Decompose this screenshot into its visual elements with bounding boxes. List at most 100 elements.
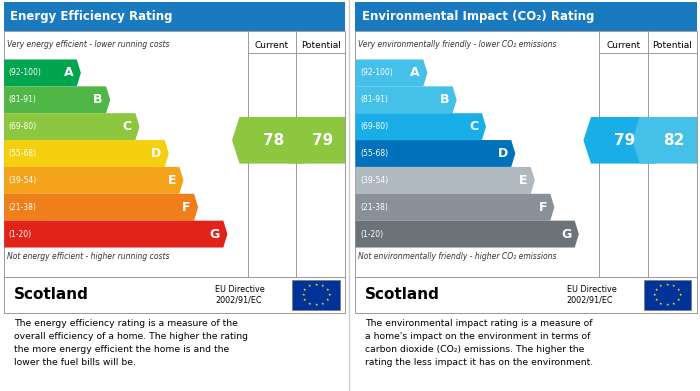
Point [244,275,252,280]
Text: ★: ★ [308,301,312,305]
Bar [4,32,345,277]
Polygon shape [232,117,304,163]
Text: ★: ★ [652,293,656,297]
Polygon shape [4,59,81,86]
Point [595,29,603,34]
Text: 79: 79 [312,133,333,148]
Polygon shape [281,117,353,163]
Bar [643,280,692,310]
Text: ★: ★ [679,293,682,297]
Polygon shape [356,194,554,221]
Polygon shape [4,140,169,167]
Text: (1-20): (1-20) [8,230,32,239]
Text: (55-68): (55-68) [8,149,36,158]
Polygon shape [583,117,656,163]
Text: ★: ★ [659,301,663,305]
Text: Potential: Potential [652,41,692,50]
Point [292,275,300,280]
Text: ★: ★ [677,288,680,292]
Text: A: A [410,66,420,79]
Polygon shape [632,117,700,163]
Text: (81-91): (81-91) [8,95,36,104]
Text: ★: ★ [314,303,318,307]
Polygon shape [356,59,428,86]
Text: (92-100): (92-100) [360,68,393,77]
Text: D: D [498,147,508,160]
Text: Scotland: Scotland [14,287,89,302]
Text: ★: ★ [326,298,329,302]
Text: C: C [123,120,132,133]
Text: Current: Current [255,41,289,50]
Point [292,29,300,34]
Point [244,50,252,55]
Text: 78: 78 [263,133,284,148]
Point [244,29,252,34]
Text: Environmental Impact (CO₂) Rating: Environmental Impact (CO₂) Rating [362,10,594,23]
Text: ★: ★ [654,298,658,302]
Text: (69-80): (69-80) [8,122,36,131]
Text: B: B [440,93,449,106]
Text: ★: ★ [328,293,331,297]
Text: ★: ★ [666,283,669,287]
Text: ★: ★ [321,301,324,305]
Text: ★: ★ [654,288,658,292]
Point [595,275,603,280]
Polygon shape [4,221,228,248]
Text: B: B [93,93,103,106]
Text: ★: ★ [666,303,669,307]
Polygon shape [4,167,183,194]
Point [595,50,603,55]
Text: ★: ★ [303,288,307,292]
Text: (21-38): (21-38) [8,203,36,212]
Text: (39-54): (39-54) [360,176,389,185]
Bar [4,2,345,32]
Bar [355,277,696,313]
Bar [355,2,696,32]
Text: (21-38): (21-38) [360,203,388,212]
Text: A: A [64,66,74,79]
Polygon shape [356,140,515,167]
Text: G: G [210,228,220,240]
Text: (55-68): (55-68) [360,149,388,158]
Text: The energy efficiency rating is a measure of the
overall efficiency of a home. T: The energy efficiency rating is a measur… [14,319,248,367]
Text: ★: ★ [672,301,676,305]
Point [341,50,349,55]
Text: (81-91): (81-91) [360,95,388,104]
Text: ★: ★ [672,284,676,288]
Text: ★: ★ [308,284,312,288]
Text: E: E [519,174,527,187]
Text: Potential: Potential [301,41,341,50]
Text: ★: ★ [677,298,680,302]
Text: Not energy efficient - higher running costs: Not energy efficient - higher running co… [7,252,169,261]
Polygon shape [4,113,139,140]
Text: E: E [167,174,176,187]
Point [643,29,652,34]
Text: (92-100): (92-100) [8,68,41,77]
Bar [292,280,340,310]
Text: F: F [538,201,547,214]
Text: Current: Current [606,41,641,50]
Text: (69-80): (69-80) [360,122,388,131]
Text: G: G [561,228,571,240]
Text: The environmental impact rating is a measure of
a home's impact on the environme: The environmental impact rating is a mea… [365,319,594,367]
Polygon shape [4,194,198,221]
Text: (1-20): (1-20) [360,230,383,239]
Polygon shape [356,221,579,248]
Text: ★: ★ [301,293,304,297]
Text: ★: ★ [321,284,324,288]
Text: 82: 82 [663,133,685,148]
Text: (39-54): (39-54) [8,176,37,185]
Text: C: C [470,120,479,133]
Bar [4,277,345,313]
Polygon shape [356,113,486,140]
Text: ★: ★ [659,284,663,288]
Text: Not environmentally friendly - higher CO₂ emissions: Not environmentally friendly - higher CO… [358,252,556,261]
Point [692,50,700,55]
Text: D: D [151,147,161,160]
Polygon shape [356,167,535,194]
Text: F: F [182,201,190,214]
Text: ★: ★ [326,288,329,292]
Polygon shape [356,86,456,113]
Text: EU Directive
2002/91/EC: EU Directive 2002/91/EC [216,285,265,305]
Text: EU Directive
2002/91/EC: EU Directive 2002/91/EC [567,285,617,305]
